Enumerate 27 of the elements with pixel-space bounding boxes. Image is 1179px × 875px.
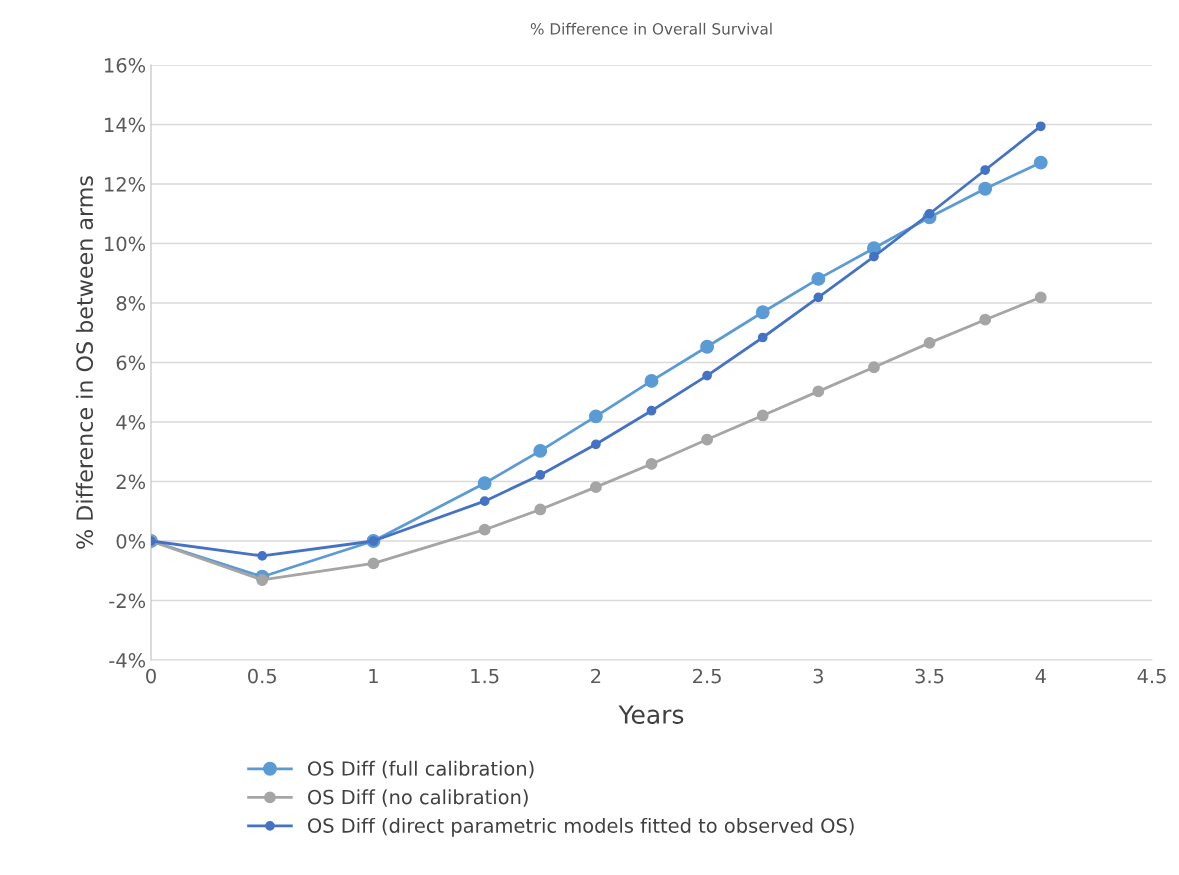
y-tick-label: 16% [105,57,146,73]
y-tick-label: 2% [116,474,146,490]
y-tick-label: 0% [116,533,146,549]
y-tick-label: 4% [116,414,146,430]
x-tick-label: 1.5 [471,668,499,684]
x-tick-label: 3.5 [915,668,944,684]
y-tick-label: -2% [109,593,146,609]
x-tick-label: 4 [1035,668,1046,684]
x-tick-label: 4.5 [1137,668,1166,684]
x-tick-label: 0 [146,668,156,684]
x-tick-label: 3 [813,668,823,684]
y-tick-label: 12% [105,176,146,192]
legend-label: OS Diff (full calibration) [308,760,534,779]
chart-title: % Difference in Overall Survival [530,22,772,35]
y-tick-label: -4% [109,652,146,668]
legend-label: OS Diff (no calibration) [308,789,528,807]
y-tick-label: 6% [116,355,146,371]
legend-label: OS Diff (direct parametric models fitted to observed OS) [308,817,854,837]
x-tick-label: 2 [591,668,601,684]
x-tick-label: 0.5 [248,668,276,684]
x-tick-label: 2.5 [693,668,721,684]
x-axis-title: Years [618,705,684,724]
y-tick-label: 8% [116,295,146,311]
y-tick-label: 10% [105,236,146,252]
x-tick-label: 1 [369,668,378,684]
y-tick-label: 14% [105,117,146,133]
y-axis-title: % Difference in OS between arms [75,176,94,549]
